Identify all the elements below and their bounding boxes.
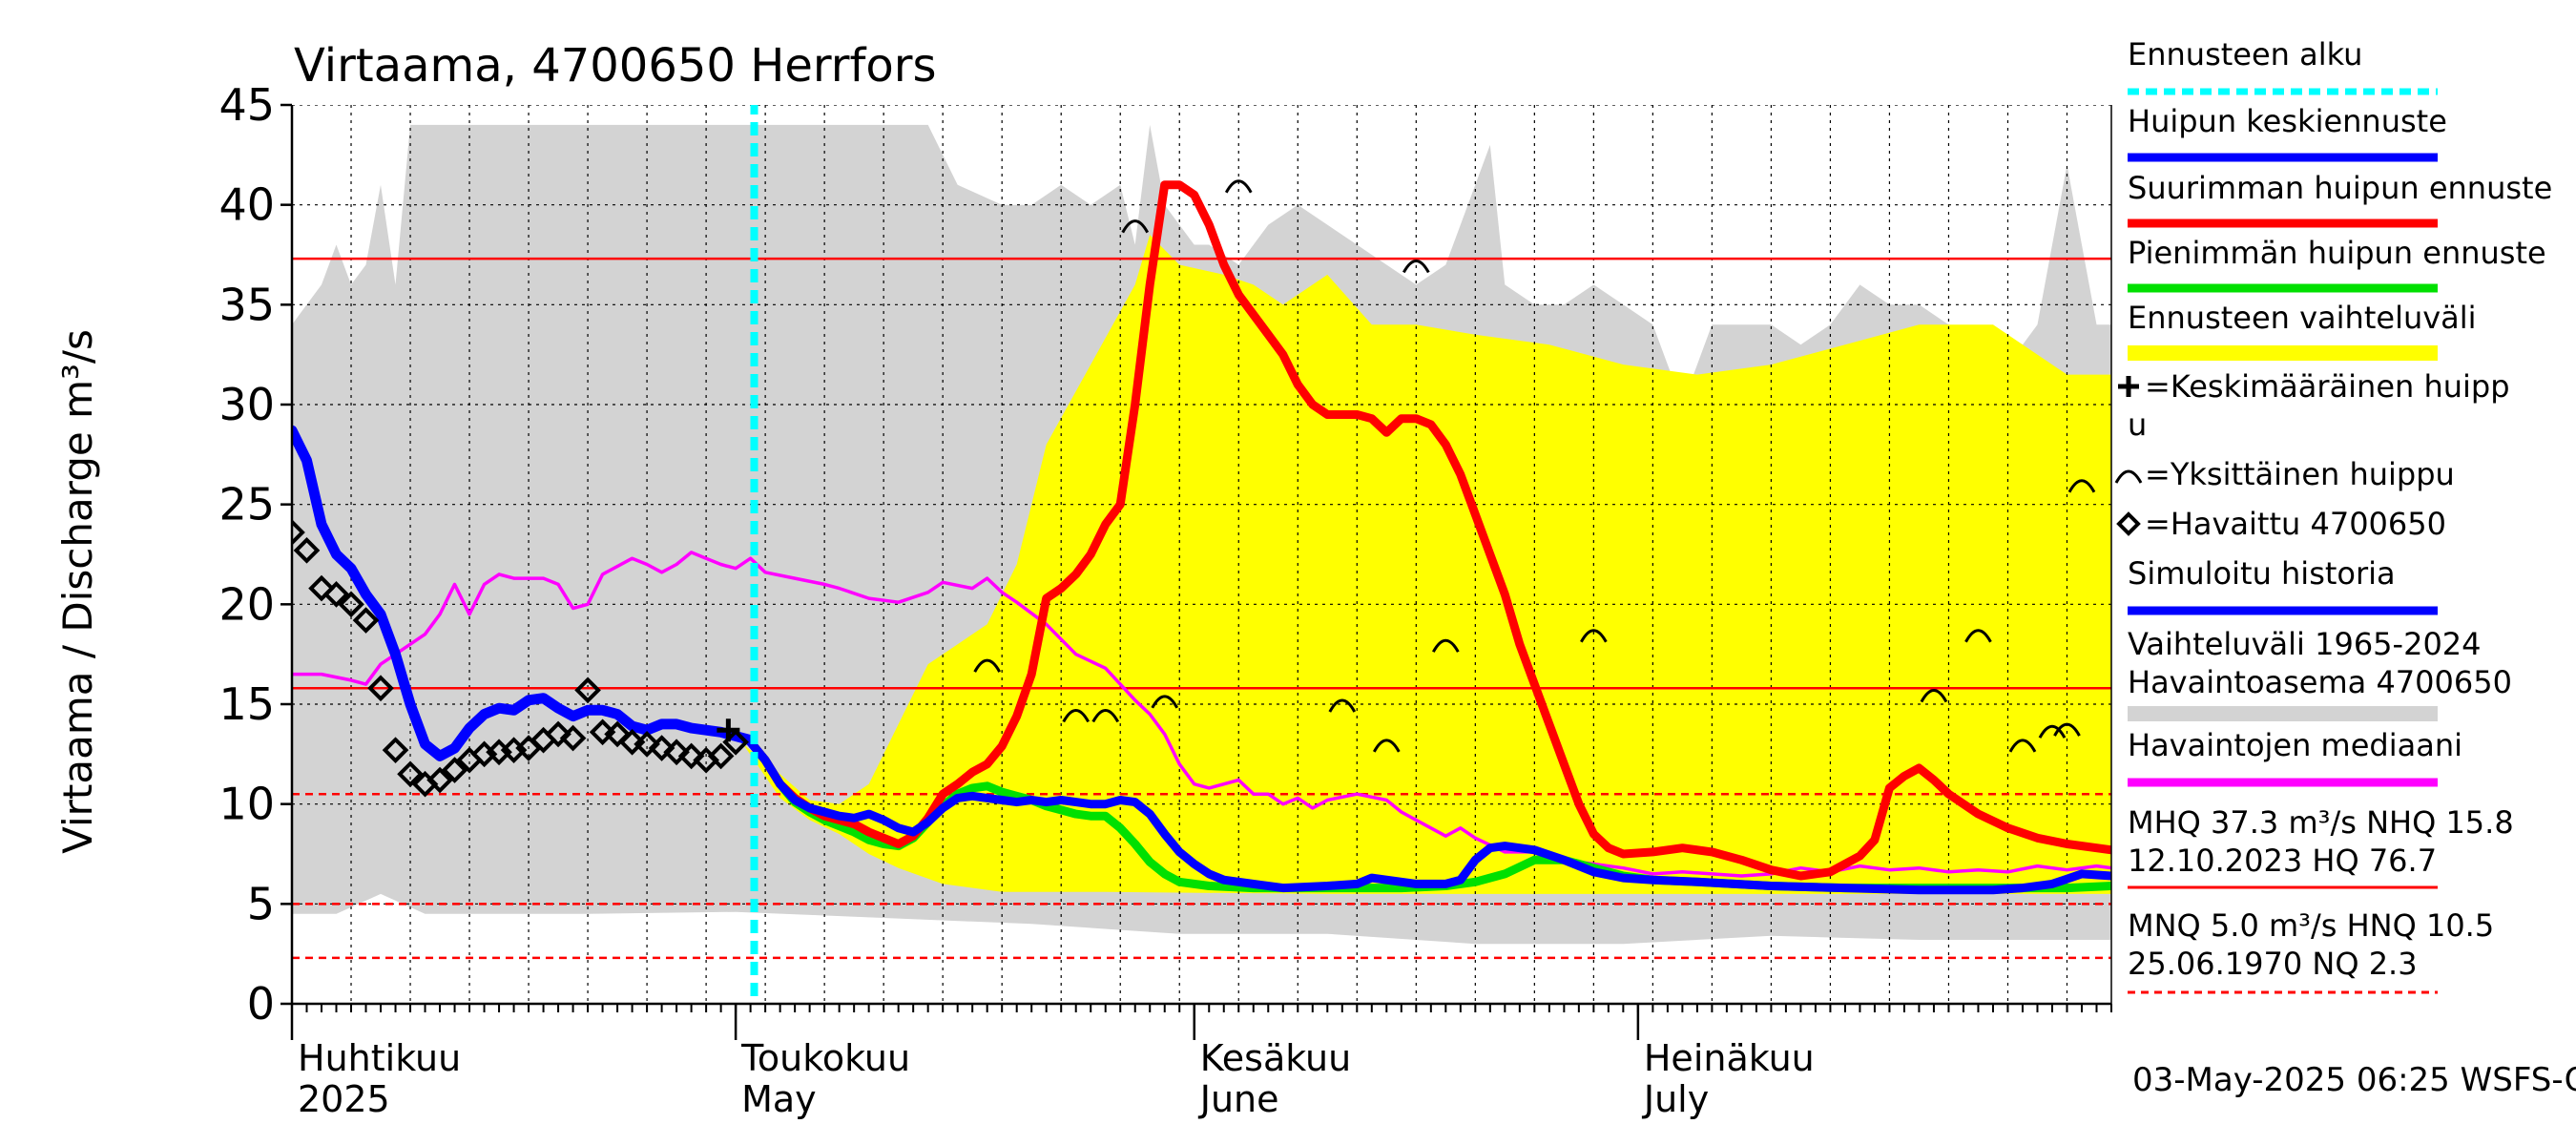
legend-label: Suurimman huipun ennuste: [2128, 170, 2552, 206]
y-tick-label: 25: [218, 479, 275, 531]
x-month-label-en: May: [741, 1078, 817, 1120]
single-peak-marker: [2008, 739, 2037, 753]
legend-label: Simuloitu historia: [2128, 555, 2396, 592]
y-tick-label: 10: [218, 779, 275, 830]
stats-nq: 25.06.1970 NQ 2.3: [2128, 946, 2418, 982]
statistics: MHQ 37.3 m³/s NHQ 15.812.10.2023 HQ 76.7…: [2128, 804, 2514, 994]
single-peak-marker: [1964, 629, 1992, 643]
y-tick-label: 30: [218, 379, 275, 430]
observed-point: [545, 720, 571, 748]
legend-label-line2: u: [2128, 406, 2147, 443]
axes: 051015202530354045Huhtikuu2025ToukokuuMa…: [218, 79, 2112, 1120]
legend: Ennusteen alku Huipun keskiennuste Suurimm…: [2114, 36, 2552, 787]
single-peak-marker: [1328, 698, 1357, 713]
x-month-label-en: July: [1642, 1078, 1709, 1120]
x-month-label-fi: Toukokuu: [740, 1037, 910, 1079]
single-peak-marker: [1402, 260, 1430, 274]
chart-title: Virtaama, 4700650 Herrfors: [294, 39, 936, 93]
x-month-label-fi: Huhtikuu: [298, 1037, 461, 1079]
y-tick-label: 15: [218, 678, 275, 730]
observed-point: [559, 724, 587, 752]
single-peak-marker: [2053, 722, 2081, 737]
x-month-label-en: June: [1198, 1078, 1279, 1120]
observed-point: [589, 718, 616, 746]
legend-label: Huipun keskiennuste: [2128, 103, 2447, 139]
single-peak-marker: [2038, 724, 2067, 739]
max-peak-forecast-line: [746, 180, 2111, 881]
mean-peak-forecast-line: [746, 738, 2111, 895]
observed-point: [367, 675, 394, 702]
legend-label: Vaihteluväli 1965-2024: [2128, 626, 2482, 662]
y-tick-label: 5: [247, 878, 275, 929]
single-peak-marker: [2067, 479, 2096, 493]
observed-point: [352, 607, 380, 634]
stats-mhq: MHQ 37.3 m³/s NHQ 15.8: [2128, 804, 2514, 841]
legend-arc-marker: [2114, 469, 2143, 484]
legend-label-line2: Havaintoasema 4700650: [2128, 664, 2512, 700]
legend-band-swatch: [2128, 706, 2438, 721]
median-line: [292, 551, 2111, 878]
legend-band-swatch: [2128, 345, 2438, 361]
observed-point: [397, 760, 424, 788]
legend-label: Pienimmän huipun ennuste: [2128, 235, 2546, 271]
observed-point: [322, 581, 350, 608]
series-lines: [292, 105, 2111, 1004]
single-peak-marker: [1432, 638, 1460, 653]
single-peak-marker: [1224, 179, 1253, 194]
observed-point: [677, 742, 705, 770]
y-tick-label: 20: [218, 578, 275, 630]
single-peak-marker: [2114, 490, 2139, 502]
single-peak-marker: [1121, 219, 1150, 234]
observed-point: [426, 766, 453, 794]
y-tick-label: 40: [218, 179, 275, 231]
legend-label: Ennusteen vaihteluväli: [2128, 300, 2477, 336]
single-peak-marker: [1062, 709, 1091, 723]
observed-point: [382, 737, 409, 763]
legend-label: =Yksittäinen huippu: [2145, 456, 2455, 492]
footer-timestamp: 03-May-2025 06:25 WSFS-O: [2132, 1061, 2576, 1099]
y-axis-label: Virtaama / Discharge m³/s: [54, 329, 101, 854]
single-peak-marker: [1372, 739, 1401, 753]
markers: [292, 179, 2139, 798]
legend-label: =Havaittu 4700650: [2145, 506, 2446, 542]
legend-plus-marker: [2118, 376, 2139, 397]
mean-peak-marker: [717, 718, 740, 742]
observed-point: [441, 757, 468, 783]
single-peak-marker: [973, 658, 1002, 673]
stats-mnq: MNQ 5.0 m³/s HNQ 10.5: [2128, 907, 2494, 944]
legend-label: Ennusteen alku: [2128, 36, 2362, 73]
plot-area: [292, 105, 2139, 1004]
single-peak-marker: [1091, 709, 1120, 723]
observed-point: [707, 742, 735, 770]
y-tick-label: 35: [218, 279, 275, 330]
observed-point: [634, 731, 660, 758]
observed-point: [618, 728, 646, 756]
x-month-label-fi: Heinäkuu: [1644, 1037, 1815, 1079]
single-peak-marker: [1920, 689, 1948, 703]
observed-point: [338, 591, 364, 618]
legend-label: Havaintojen mediaani: [2128, 727, 2462, 763]
observed-point: [663, 739, 690, 766]
y-tick-label: 0: [247, 978, 275, 1030]
x-month-label-fi: Kesäkuu: [1200, 1037, 1352, 1079]
observed-point: [308, 574, 335, 602]
observed-point: [648, 735, 675, 761]
legend-label: =Keskimääräinen huipp: [2145, 368, 2510, 405]
x-month-label-en: 2025: [298, 1078, 390, 1120]
single-peak-marker: [1580, 629, 1608, 643]
forecast-range-band: [742, 235, 2111, 894]
observed-point: [292, 519, 305, 546]
stats-hq: 12.10.2023 HQ 76.7: [2128, 843, 2437, 879]
observed-point: [604, 720, 631, 748]
observed-point: [293, 536, 321, 564]
legend-diamond-marker: [2116, 511, 2141, 536]
variation-bands: [292, 124, 2111, 945]
simulated-history-line: [292, 425, 757, 761]
observed-point: [574, 677, 601, 704]
single-peak-marker: [1151, 695, 1179, 709]
y-tick-label: 45: [218, 79, 275, 131]
